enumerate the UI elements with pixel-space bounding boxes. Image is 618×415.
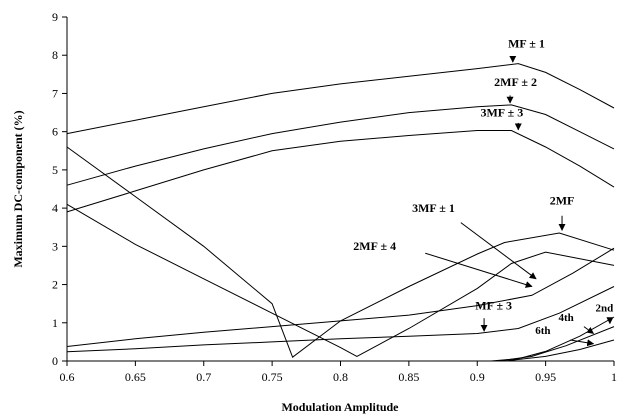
x-tick-label: 0.8 <box>333 370 348 384</box>
y-tick-label: 5 <box>52 163 58 177</box>
y-tick-label: 6 <box>52 125 58 139</box>
annotation-arrow <box>460 222 537 280</box>
series-line <box>66 146 615 359</box>
series-line <box>66 130 615 213</box>
y-tick-label: 3 <box>52 239 58 253</box>
annotation-label: 2nd <box>596 302 614 314</box>
x-tick-label: 0.95 <box>535 370 556 384</box>
x-tick-label: 0.9 <box>470 370 485 384</box>
x-tick-label: 0.65 <box>125 370 146 384</box>
y-tick-label: 7 <box>52 86 58 100</box>
series-layer <box>66 63 615 362</box>
series-line <box>66 286 615 353</box>
series-line <box>504 339 615 362</box>
annotation-arrow <box>425 252 533 288</box>
x-tick-label: 0.6 <box>60 370 75 384</box>
x-tick-label: 1 <box>611 370 617 384</box>
y-tick-label: 9 <box>52 10 58 24</box>
x-tick-label: 0.7 <box>196 370 211 384</box>
series-line <box>66 247 615 347</box>
annotation-label: 3MF ± 3 <box>480 105 523 119</box>
y-tick-label: 2 <box>52 278 58 292</box>
x-axis-title: Modulation Amplitude <box>281 400 399 414</box>
annotation-label: MF ± 1 <box>508 37 545 51</box>
y-tick-label: 1 <box>52 316 58 330</box>
annotation-arrow <box>583 326 595 334</box>
annotation-label: 2MF ± 2 <box>494 75 537 89</box>
annotation-label: 2MF <box>550 193 575 207</box>
annotation-label: 6th <box>535 325 550 337</box>
annotation-arrow <box>570 339 595 347</box>
axes-layer <box>66 17 614 362</box>
annotation-label: MF ± 3 <box>475 298 512 312</box>
y-tick-layer: 0 1 2 3 4 5 6 7 8 9 <box>52 10 67 368</box>
annotation-label: 3MF ± 1 <box>412 201 455 215</box>
annotation-layer: MF ± 1 2MF ± 2 3MF ± 3 2MF 3MF ± 1 2MF ± 4 MF … <box>353 37 614 347</box>
series-line <box>66 63 615 135</box>
y-tick-label: 0 <box>52 354 58 368</box>
series-line <box>66 203 615 357</box>
x-tick-label: 0.85 <box>398 370 419 384</box>
annotation-label: 2MF ± 4 <box>353 239 396 253</box>
x-tick-layer: 0.6 0.65 0.7 0.75 0.8 0.85 0.9 0.95 1 <box>60 361 617 384</box>
series-line <box>497 326 615 362</box>
x-tick-label: 0.75 <box>262 370 283 384</box>
series-line <box>66 104 615 186</box>
series-line <box>490 316 615 362</box>
annotation-label: 4th <box>558 312 573 324</box>
y-tick-label: 8 <box>52 48 58 62</box>
y-tick-label: 4 <box>52 201 58 215</box>
y-axis-title: Maximum DC-component (%) <box>11 110 25 267</box>
